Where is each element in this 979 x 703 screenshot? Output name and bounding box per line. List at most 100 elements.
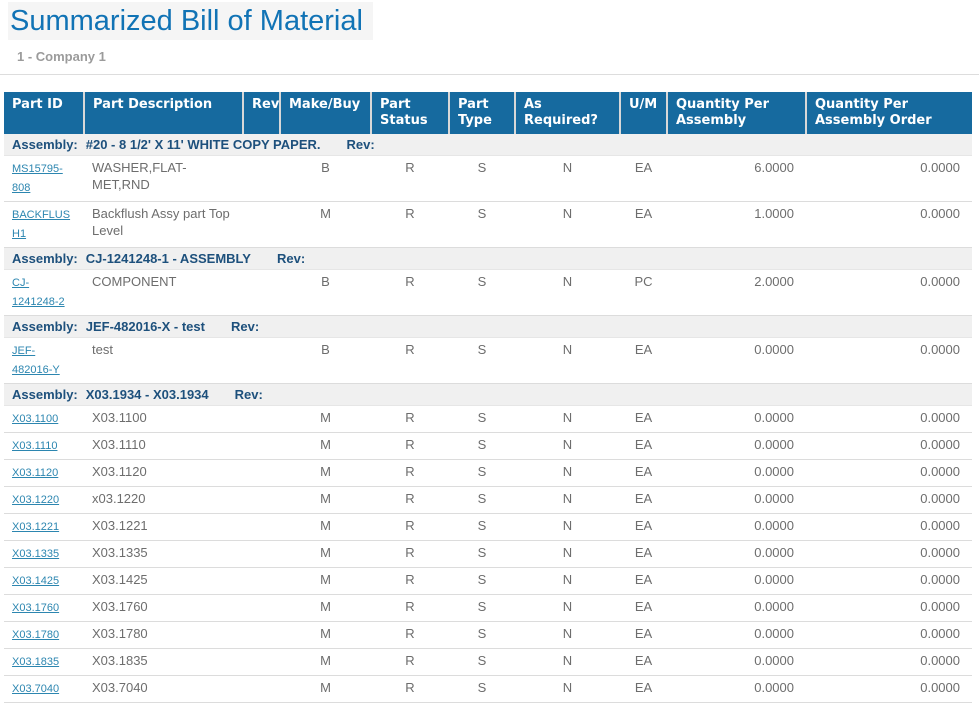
part-id-link[interactable]: X03.1100 xyxy=(12,413,59,425)
cell-qty-per-assembly-order: 0.0000 xyxy=(806,459,972,487)
cell-part-id: X03.7040 xyxy=(4,675,84,703)
assembly-label: Assembly: xyxy=(12,137,78,152)
cell-as-required: N xyxy=(515,594,620,622)
cell-make-buy: M xyxy=(280,486,371,514)
cell-part-status: R xyxy=(371,337,449,384)
cell-part-type: S xyxy=(449,621,515,649)
assembly-rev-label: Rev: xyxy=(234,387,263,402)
column-header-qty-per-assembly-order: Quantity Per Assembly Order xyxy=(806,92,972,134)
cell-qty-per-assembly: 0.0000 xyxy=(667,540,806,568)
table-row: X03.7040 X03.7040 M R S N EA 0.0000 0.0000 xyxy=(4,675,972,703)
cell-qty-per-assembly-order: 0.0000 xyxy=(806,269,972,316)
cell-part-status: R xyxy=(371,594,449,622)
column-header-qty-per-assembly: Quantity Per Assembly xyxy=(667,92,807,134)
assembly-section-cell: Assembly: X03.1934 - X03.1934 Rev: xyxy=(4,383,972,406)
table-row: X03.1100 X03.1100 M R S N EA 0.0000 0.0000 xyxy=(4,405,972,433)
cell-qty-per-assembly: 1.0000 xyxy=(667,201,806,248)
column-header-part-status: Part Status xyxy=(371,92,450,134)
assembly-rev-label: Rev: xyxy=(346,137,375,152)
cell-rev xyxy=(243,594,280,622)
cell-part-id: JEF-482016-Y xyxy=(4,337,84,384)
part-id-link[interactable]: X03.1835 xyxy=(12,656,60,668)
cell-qty-per-assembly-order: 0.0000 xyxy=(806,405,972,433)
cell-part-description: X03.7040 xyxy=(84,675,243,703)
cell-part-type: S xyxy=(449,648,515,676)
cell-qty-per-assembly-order: 0.0000 xyxy=(806,337,972,384)
cell-part-type: S xyxy=(449,486,515,514)
table-row: X03.1760 X03.1760 M R S N EA 0.0000 0.0000 xyxy=(4,594,972,622)
cell-part-status: R xyxy=(371,405,449,433)
part-id-link[interactable]: X03.1780 xyxy=(12,629,60,641)
table-row: X03.1220 x03.1220 M R S N EA 0.0000 0.0000 xyxy=(4,486,972,514)
cell-make-buy: B xyxy=(280,269,371,316)
cell-part-id: BACKFLUSH1 xyxy=(4,201,84,248)
part-id-link[interactable]: X03.7040 xyxy=(12,683,60,695)
cell-part-id: X03.1100 xyxy=(4,405,84,433)
cell-qty-per-assembly: 0.0000 xyxy=(667,486,806,514)
cell-as-required: N xyxy=(515,269,620,316)
cell-part-type: S xyxy=(449,155,515,202)
cell-um: PC xyxy=(620,269,667,316)
assembly-value: CJ-1241248-1 - ASSEMBLY xyxy=(85,251,251,266)
part-id-link[interactable]: X03.1120 xyxy=(12,467,59,479)
part-id-link[interactable]: X03.1760 xyxy=(12,602,60,614)
cell-part-description: X03.1221 xyxy=(84,513,243,541)
cell-rev xyxy=(243,337,280,384)
cell-make-buy: M xyxy=(280,594,371,622)
part-id-link[interactable]: X03.1221 xyxy=(12,521,60,533)
cell-qty-per-assembly-order: 0.0000 xyxy=(806,594,972,622)
cell-as-required: N xyxy=(515,432,620,460)
cell-part-type: S xyxy=(449,405,515,433)
assembly-section-cell: Assembly: #20 - 8 1/2' X 11' WHITE COPY P… xyxy=(4,134,972,156)
table-row: X03.1335 X03.1335 M R S N EA 0.0000 0.0000 xyxy=(4,540,972,568)
part-id-link[interactable]: X03.1425 xyxy=(12,575,60,587)
cell-as-required: N xyxy=(515,567,620,595)
cell-part-id: X03.1835 xyxy=(4,648,84,676)
cell-qty-per-assembly-order: 0.0000 xyxy=(806,513,972,541)
assembly-section-cell: Assembly: JEF-482016-X - test Rev: xyxy=(4,315,972,338)
cell-qty-per-assembly-order: 0.0000 xyxy=(806,201,972,248)
cell-um: EA xyxy=(620,432,667,460)
cell-um: EA xyxy=(620,675,667,703)
part-id-link[interactable]: X03.1335 xyxy=(12,548,60,560)
cell-make-buy: B xyxy=(280,155,371,202)
cell-part-description: X03.1835 xyxy=(84,648,243,676)
part-id-link[interactable]: X03.1220 xyxy=(12,494,60,506)
cell-part-status: R xyxy=(371,648,449,676)
cell-qty-per-assembly: 0.0000 xyxy=(667,594,806,622)
cell-part-description: X03.1335 xyxy=(84,540,243,568)
cell-as-required: N xyxy=(515,621,620,649)
cell-part-description: X03.1100 xyxy=(84,405,243,433)
cell-part-id: X03.1425 xyxy=(4,567,84,595)
part-id-link[interactable]: JEF-482016-Y xyxy=(12,345,60,376)
cell-rev xyxy=(243,567,280,595)
cell-part-id: MS15795-808 xyxy=(4,155,84,202)
cell-make-buy: M xyxy=(280,201,371,248)
assembly-rev-label: Rev: xyxy=(230,319,260,334)
table-row: MS15795-808 WASHER,FLAT-MET,RND B R S N EA 6.00… xyxy=(4,155,972,202)
bom-table-body: Assembly: #20 - 8 1/2' X 11' WHITE COPY P… xyxy=(4,134,972,703)
cell-qty-per-assembly-order: 0.0000 xyxy=(806,567,972,595)
cell-as-required: N xyxy=(515,486,620,514)
cell-make-buy: M xyxy=(280,459,371,487)
cell-part-description: X03.1760 xyxy=(84,594,243,622)
cell-um: EA xyxy=(620,594,667,622)
cell-part-type: S xyxy=(449,337,515,384)
page-title: Summarized Bill of Material xyxy=(8,2,373,40)
cell-part-status: R xyxy=(371,513,449,541)
cell-part-description: X03.1110 xyxy=(84,432,243,460)
part-id-link[interactable]: CJ-1241248-2 xyxy=(12,277,65,308)
bom-table: Part ID Part Description Rev Make/Buy Part S… xyxy=(4,92,972,703)
part-id-link[interactable]: X03.1110 xyxy=(12,440,58,452)
cell-make-buy: B xyxy=(280,337,371,384)
assembly-section-cell: Assembly: CJ-1241248-1 - ASSEMBLY Rev: xyxy=(4,247,972,270)
cell-make-buy: M xyxy=(280,648,371,676)
assembly-rev-label: Rev: xyxy=(276,251,306,266)
cell-part-description: test xyxy=(84,337,243,384)
part-id-link[interactable]: MS15795-808 xyxy=(12,163,63,194)
table-row: BACKFLUSH1 Backflush Assy part Top Level M… xyxy=(4,201,972,248)
part-id-link[interactable]: BACKFLUSH1 xyxy=(12,209,71,240)
header-divider xyxy=(0,74,979,75)
cell-um: EA xyxy=(620,405,667,433)
cell-qty-per-assembly-order: 0.0000 xyxy=(806,621,972,649)
